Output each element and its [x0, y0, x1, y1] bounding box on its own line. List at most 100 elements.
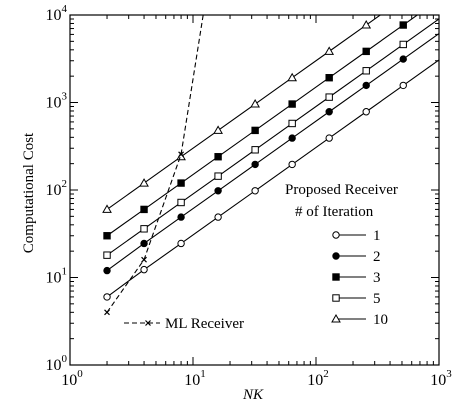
y-tick-label: 102	[46, 178, 68, 199]
data-point-10	[287, 72, 298, 82]
y-tick-label-base: 10	[46, 270, 62, 287]
data-point-3	[214, 153, 222, 161]
data-point-5	[325, 93, 333, 101]
data-point-1	[362, 108, 370, 116]
x-tick-label-base: 10	[184, 372, 200, 389]
legend: Proposed Receiver # of Iteration 1 2 3 5 10	[285, 182, 398, 328]
x-tick-label-exp: 1	[200, 368, 206, 380]
series-10	[102, 15, 382, 213]
data-point-2	[288, 134, 296, 142]
data-point-5	[214, 172, 222, 180]
data-point-10	[213, 125, 223, 134]
data-point-2	[399, 55, 407, 63]
y-tick-label-exp: 4	[62, 3, 68, 15]
legend-label-2: 2	[373, 249, 381, 265]
data-point-2	[140, 239, 148, 248]
data-point-5	[399, 40, 407, 49]
data-point-3	[399, 21, 407, 29]
series-1	[103, 59, 439, 301]
data-point-3	[288, 100, 296, 108]
data-point-5	[140, 225, 148, 233]
ml-data-point	[104, 309, 110, 316]
legend-entries: 1 2 3 5 10	[331, 228, 388, 328]
data-point-5	[288, 119, 296, 128]
x-tick-label: 102	[307, 368, 329, 389]
data-point-3	[251, 126, 259, 135]
series-line-1	[106, 59, 439, 298]
data-point-1	[251, 187, 259, 195]
series-line-2	[106, 33, 439, 272]
ml-line	[106, 15, 204, 313]
data-point-10	[250, 99, 260, 108]
y-tick-label-base: 10	[46, 357, 62, 374]
data-point-2	[251, 160, 259, 169]
x-tick-label-exp: 0	[77, 368, 83, 380]
data-point-2	[362, 81, 370, 90]
x-tick-label: 101	[184, 368, 206, 389]
data-point-10	[361, 20, 372, 29]
data-point-3	[140, 205, 148, 214]
data-point-3	[177, 179, 185, 187]
ml-legend-label: ML Receiver	[165, 316, 244, 332]
y-tick-label-base: 10	[46, 7, 62, 24]
ml-data-point	[141, 256, 147, 263]
ml-legend-marker	[145, 320, 151, 326]
x-tick-label-base: 10	[430, 372, 446, 389]
x-tick-label: 100	[61, 368, 83, 389]
x-tick-label-exp: 3	[446, 368, 452, 380]
series-3	[103, 15, 419, 240]
series-group	[102, 15, 439, 316]
legend-entry-5: 5	[332, 291, 381, 307]
data-point-5	[362, 67, 370, 75]
x-tick-label-exp: 2	[323, 368, 329, 380]
legend-marker-5	[332, 294, 340, 302]
legend-entry-1: 1	[332, 228, 381, 244]
series-2	[103, 33, 439, 275]
x-tick-label: 103	[430, 368, 452, 389]
legend-entry-2: 2	[332, 249, 381, 265]
data-point-2	[325, 108, 333, 116]
data-point-2	[177, 213, 185, 221]
legend-marker-3	[332, 273, 340, 281]
x-axis-label: NK	[242, 387, 264, 403]
data-point-3	[325, 74, 333, 82]
data-point-2	[214, 187, 222, 195]
y-tick-label: 103	[46, 91, 68, 112]
series-line-3	[106, 15, 419, 237]
legend-entry-10: 10	[331, 312, 388, 328]
plot-frame-group	[69, 14, 440, 366]
legend-entry-3: 3	[332, 270, 381, 286]
data-point-3	[362, 47, 370, 56]
data-point-2	[103, 266, 111, 275]
x-tick-label-base: 10	[61, 372, 77, 389]
legend-label-5: 5	[373, 291, 381, 307]
data-point-10	[324, 46, 335, 55]
y-tick-label: 101	[46, 266, 68, 287]
data-point-10	[102, 204, 112, 213]
y-tick-label: 104	[46, 3, 68, 24]
y-tick-label: 100	[46, 353, 68, 374]
ml-data-point	[178, 151, 185, 158]
ml-data-point-stroke-b	[178, 151, 185, 158]
ml-legend-marker-stroke-b	[145, 320, 151, 326]
y-tick-label-exp: 3	[62, 91, 68, 103]
data-point-1	[325, 134, 333, 142]
data-point-5	[177, 198, 185, 207]
data-point-5	[103, 251, 111, 259]
series-ml-receiver	[104, 15, 204, 316]
y-tick-label-base: 10	[46, 95, 62, 112]
legend-label-10: 10	[373, 312, 388, 328]
legend-marker-1	[332, 231, 340, 239]
ml-data-point-stroke-b	[104, 309, 110, 316]
legend-marker-10	[331, 313, 341, 323]
data-point-10	[139, 178, 149, 187]
data-point-1	[288, 160, 296, 169]
legend-label-3: 3	[373, 270, 381, 286]
legend-title-line2: # of Iteration	[295, 204, 374, 220]
y-tick-label-base: 10	[46, 182, 62, 199]
legend-label-1: 1	[373, 228, 381, 244]
x-tick-label-base: 10	[307, 372, 323, 389]
data-point-3	[103, 232, 111, 240]
y-axis-label: Computational Cost	[21, 132, 37, 253]
